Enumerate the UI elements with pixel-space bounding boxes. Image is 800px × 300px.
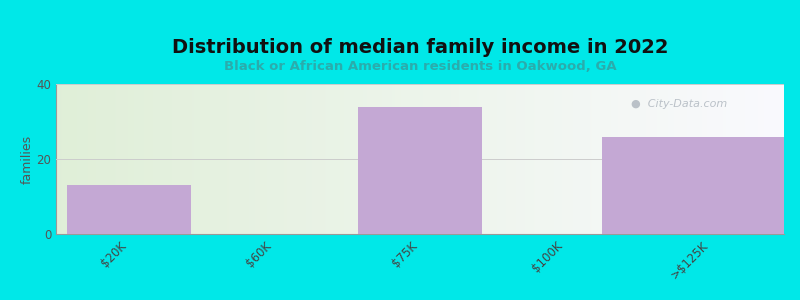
Y-axis label: families: families (21, 134, 34, 184)
Text: Distribution of median family income in 2022: Distribution of median family income in … (172, 38, 668, 57)
Bar (358, 106, 482, 234)
Text: Black or African American residents in Oakwood, GA: Black or African American residents in O… (224, 61, 616, 74)
Text: ●  City-Data.com: ● City-Data.com (631, 99, 727, 109)
Bar (602, 136, 800, 234)
Bar (67, 185, 190, 234)
